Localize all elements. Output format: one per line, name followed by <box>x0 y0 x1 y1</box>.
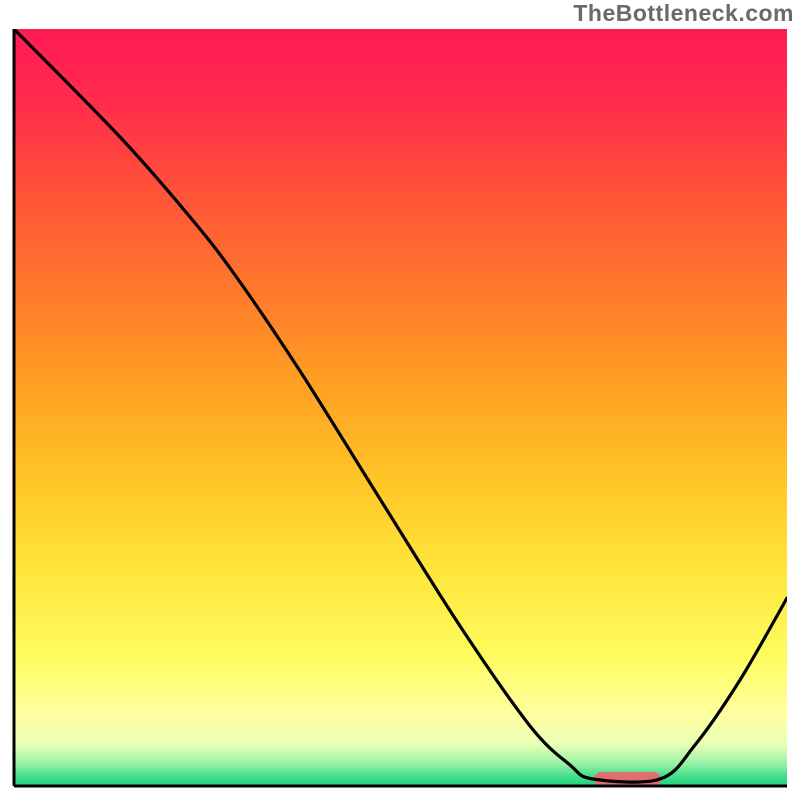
gradient-background <box>14 29 787 786</box>
chart-stage: TheBottleneck.com <box>0 0 800 800</box>
watermark-text: TheBottleneck.com <box>573 0 794 27</box>
bottleneck-chart <box>0 0 800 800</box>
plot-area <box>14 29 787 787</box>
